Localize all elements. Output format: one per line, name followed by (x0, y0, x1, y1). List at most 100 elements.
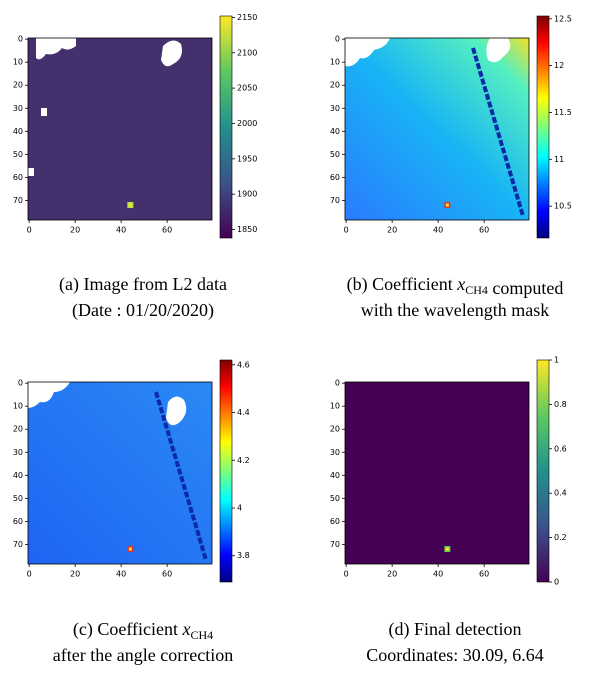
y-tick-label: 30 (330, 448, 340, 457)
colorbar-tick-label: 12 (554, 61, 564, 70)
y-tick-label: 10 (330, 402, 340, 411)
axes-frame (27, 381, 213, 565)
colorbar-tick-label: 11 (554, 155, 564, 164)
colorbar-tick-label: 0.2 (554, 533, 567, 542)
y-tick-label: 20 (330, 81, 340, 90)
caption-text: (Date : 01/20/2020) (72, 300, 214, 321)
caption: after the angle correction (53, 645, 233, 665)
x-tick-label: 0 (27, 226, 32, 235)
y-tick-label: 50 (13, 150, 23, 159)
caption: Coordinates: 30.09, 6.64 (366, 645, 544, 665)
y-tick-label: 50 (330, 494, 340, 503)
y-tick-label: 70 (330, 196, 340, 205)
colorbar-tick-label: 3.8 (237, 551, 250, 560)
colorbar-tick-label: 1 (554, 356, 559, 365)
caption-text: (d) Final detection (389, 619, 522, 640)
caption-text: (a) Image from L2 data (59, 274, 227, 295)
colorbar-tick-label: 12.5 (554, 14, 572, 23)
math-sub: CH4 (190, 628, 213, 642)
axes-frame (344, 37, 530, 221)
hotspot-core (128, 547, 132, 551)
axes-frame (27, 37, 213, 221)
colorbar (536, 15, 550, 239)
hotspot-core (445, 203, 449, 207)
caption: (d) Final detection (389, 619, 522, 640)
colorbar-tick-label: 0.4 (554, 489, 567, 498)
caption-text: Coordinates: 30.09, 6.64 (366, 645, 544, 665)
colorbar-tick-label: 4.6 (237, 360, 250, 369)
caption-text: after the angle correction (53, 645, 233, 665)
caption: (b) Coefficient xCH4 computed (347, 274, 564, 298)
colorbar-tick-label: 4.2 (237, 456, 250, 465)
y-tick-label: 30 (13, 448, 23, 457)
x-tick-label: 40 (116, 226, 126, 235)
x-tick-label: 0 (344, 226, 349, 235)
masked-region (345, 38, 390, 67)
axes-frame (344, 381, 530, 565)
x-tick-label: 20 (387, 570, 397, 579)
masked-region (28, 168, 34, 176)
x-tick-label: 60 (479, 570, 489, 579)
masked-region (161, 40, 182, 67)
hotspot-core (128, 203, 132, 207)
colorbar (219, 15, 233, 239)
math-sub: CH4 (465, 283, 488, 297)
panel: 0 20 40 60 0 10 20 30 40 50 60 70 0 0.2 0.4 0.6 0.8 1 (d) … (330, 356, 567, 666)
x-tick-label: 60 (479, 226, 489, 235)
y-tick-label: 20 (330, 425, 340, 434)
y-tick-label: 70 (330, 540, 340, 549)
caption: (Date : 01/20/2020) (72, 300, 214, 321)
y-tick-label: 50 (13, 494, 23, 503)
colorbar-tick-label: 1850 (237, 225, 257, 234)
heatmap-image (345, 38, 529, 220)
colorbar-tick-label: 1950 (237, 154, 257, 163)
masked-region (486, 38, 511, 63)
masked-region (28, 382, 70, 408)
y-tick-label: 20 (13, 81, 23, 90)
colorbar-tick-label: 2100 (237, 48, 257, 57)
panel: 0 20 40 60 0 10 20 30 40 50 60 70 1850 1900 1950 2000 20… (13, 13, 258, 321)
stripe (471, 47, 525, 217)
masked-region (36, 38, 76, 60)
colorbar-tick-label: 10.5 (554, 202, 572, 211)
masked-region (166, 396, 187, 426)
colorbar-tick-label: 4.4 (237, 408, 250, 417)
caption: with the wavelength mask (361, 300, 549, 320)
y-tick-label: 0 (335, 35, 340, 44)
x-tick-label: 20 (387, 226, 397, 235)
y-tick-label: 10 (330, 58, 340, 67)
y-tick-label: 10 (13, 402, 23, 411)
caption: (c) Coefficient xCH4 (73, 619, 213, 642)
y-tick-label: 60 (330, 173, 340, 182)
y-tick-label: 50 (330, 150, 340, 159)
colorbar-tick-label: 11.5 (554, 108, 572, 117)
math-var: x (181, 619, 190, 639)
caption-text: (b) Coefficient (347, 274, 458, 295)
x-tick-label: 40 (433, 570, 443, 579)
math-var: x (456, 274, 465, 294)
y-tick-label: 0 (335, 379, 340, 388)
x-tick-label: 20 (70, 226, 80, 235)
x-tick-label: 40 (116, 570, 126, 579)
y-tick-label: 0 (18, 35, 23, 44)
heatmap-image (28, 38, 212, 220)
caption-text: with the wavelength mask (361, 300, 549, 320)
panel: 0 20 40 60 0 10 20 30 40 50 60 70 3.8 4 4.2 4.4 4.6 (c) C… (13, 359, 250, 665)
colorbar (536, 359, 550, 583)
y-tick-label: 0 (18, 379, 23, 388)
y-tick-label: 30 (13, 104, 23, 113)
y-tick-label: 40 (330, 471, 340, 480)
caption-text: (c) Coefficient (73, 619, 183, 640)
colorbar-tick-label: 4 (237, 504, 242, 513)
x-tick-label: 60 (162, 570, 172, 579)
caption-text: computed (488, 278, 563, 298)
y-tick-label: 40 (13, 127, 23, 136)
colorbar-tick-label: 0.6 (554, 444, 567, 453)
x-tick-label: 0 (27, 570, 32, 579)
y-tick-label: 40 (330, 127, 340, 136)
colorbar-tick-label: 0.8 (554, 400, 567, 409)
y-tick-label: 60 (330, 517, 340, 526)
colorbar-tick-label: 0 (554, 578, 559, 587)
colorbar-tick-label: 2000 (237, 119, 257, 128)
